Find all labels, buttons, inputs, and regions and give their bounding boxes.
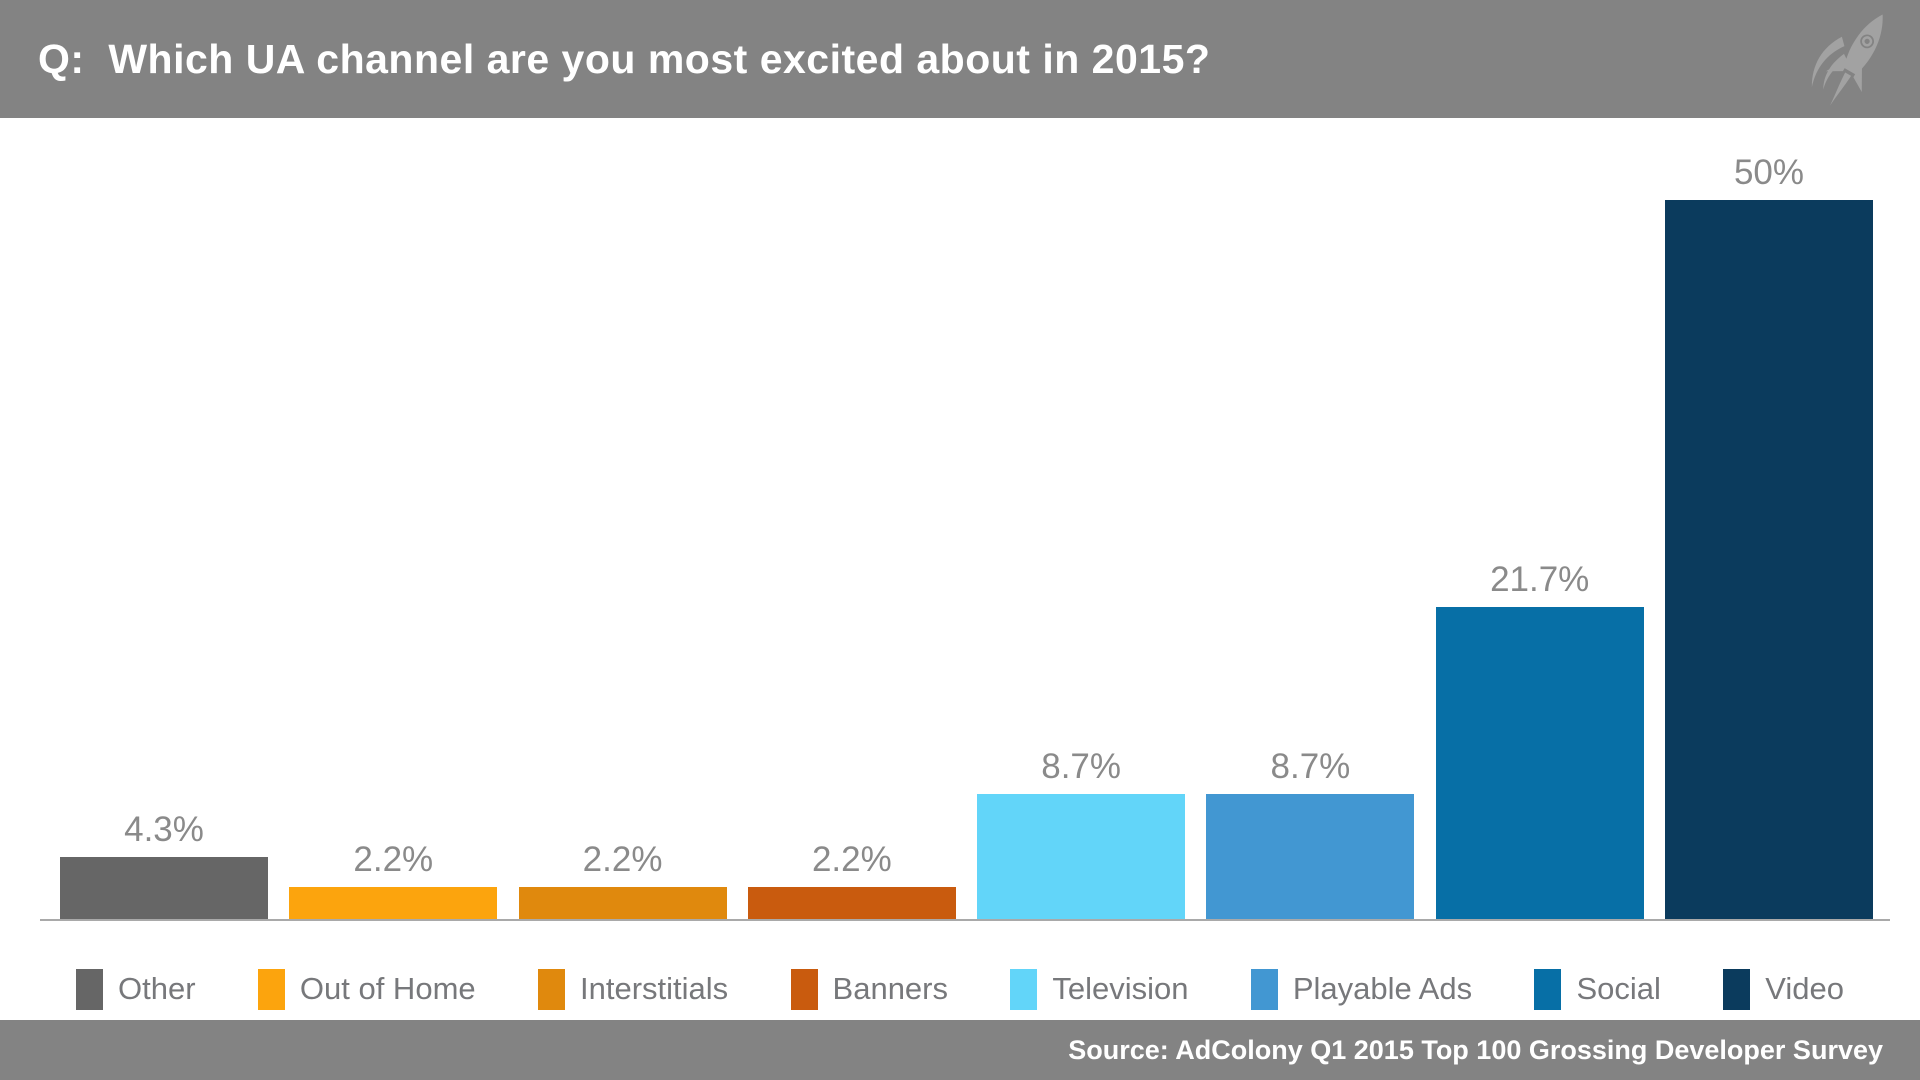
bar-group-banners: 2.2% xyxy=(747,840,956,919)
legend-item-banners: Banners xyxy=(790,968,948,1010)
legend-item-playable-ads: Playable Ads xyxy=(1250,968,1473,1010)
bar-value-label-playable-ads: 8.7% xyxy=(1270,747,1351,786)
legend-label-out-of-home: Out of Home xyxy=(299,971,476,1006)
bar-group-playable-ads: 8.7% xyxy=(1206,747,1415,919)
bar-out-of-home[interactable] xyxy=(289,887,498,919)
legend-item-out-of-home: Out of Home xyxy=(257,968,476,1010)
bar-video[interactable] xyxy=(1664,200,1873,919)
bar-television[interactable] xyxy=(977,794,1186,919)
footer-bar: Source: AdColony Q1 2015 Top 100 Grossin… xyxy=(0,1020,1920,1080)
bar-other[interactable] xyxy=(60,857,268,919)
bars-row: 4.3% 2.2% 2.2% 2.2% 8.7% 8.7% 21.7% 50% xyxy=(60,155,1873,919)
legend-swatch-video xyxy=(1723,968,1751,1010)
legend-swatch-out-of-home xyxy=(257,968,285,1010)
legend-label-playable-ads: Playable Ads xyxy=(1292,971,1473,1006)
legend-swatch-banners xyxy=(790,968,818,1010)
bar-value-label-video: 50% xyxy=(1733,153,1804,192)
bar-group-other: 4.3% xyxy=(60,812,268,919)
bar-banners[interactable] xyxy=(747,887,956,919)
legend-swatch-television xyxy=(1010,968,1038,1010)
bar-group-television: 8.7% xyxy=(977,747,1186,919)
bar-value-label-out-of-home: 2.2% xyxy=(353,840,434,879)
legend-item-interstitials: Interstitials xyxy=(538,968,729,1010)
legend-item-social: Social xyxy=(1534,968,1661,1010)
header-bar: Q: Which UA channel are you most excited… xyxy=(0,0,1920,118)
legend-item-television: Television xyxy=(1010,968,1189,1010)
bar-value-label-social: 21.7% xyxy=(1490,560,1590,599)
legend-label-video: Video xyxy=(1765,971,1844,1006)
chart-question-title: Q: Which UA channel are you most excited… xyxy=(38,35,1211,82)
legend-label-social: Social xyxy=(1576,971,1661,1006)
bar-value-label-television: 8.7% xyxy=(1041,747,1122,786)
legend-swatch-interstitials xyxy=(538,968,565,1010)
chart-area: 4.3% 2.2% 2.2% 2.2% 8.7% 8.7% 21.7% 50% Other Ou… xyxy=(0,118,1920,1020)
bar-value-label-other: 4.3% xyxy=(124,810,204,849)
legend-swatch-other xyxy=(76,968,103,1010)
bar-interstitials[interactable] xyxy=(518,887,727,919)
bar-group-video: 50% xyxy=(1664,153,1873,919)
rocket-icon xyxy=(1811,14,1883,106)
bar-group-out-of-home: 2.2% xyxy=(289,840,498,919)
legend-item-video: Video xyxy=(1723,968,1844,1010)
bar-value-label-banners: 2.2% xyxy=(811,840,892,879)
x-axis-line xyxy=(40,919,1890,921)
legend-swatch-playable-ads xyxy=(1250,968,1278,1010)
bar-group-social: 21.7% xyxy=(1435,560,1644,919)
bar-group-interstitials: 2.2% xyxy=(518,840,727,919)
bar-playable-ads[interactable] xyxy=(1206,794,1415,919)
legend-label-television: Television xyxy=(1052,971,1189,1006)
legend-label-other: Other xyxy=(118,971,196,1006)
bar-social[interactable] xyxy=(1435,607,1644,919)
legend-label-interstitials: Interstitials xyxy=(580,971,729,1006)
legend-swatch-social xyxy=(1534,968,1562,1010)
bar-value-label-interstitials: 2.2% xyxy=(582,840,663,879)
legend-item-other: Other xyxy=(76,968,196,1010)
legend-label-banners: Banners xyxy=(832,971,948,1006)
legend: Other Out of Home Interstitials Banners Tele… xyxy=(76,960,1844,1018)
source-attribution: Source: AdColony Q1 2015 Top 100 Grossin… xyxy=(1068,1034,1883,1065)
